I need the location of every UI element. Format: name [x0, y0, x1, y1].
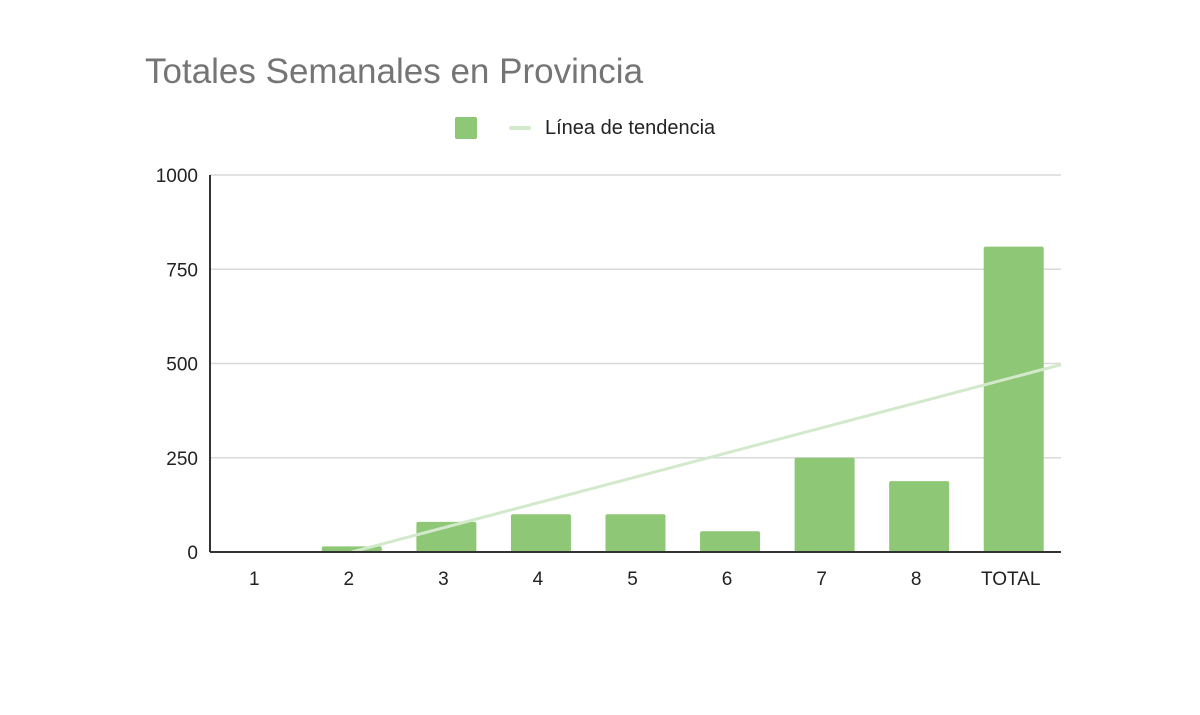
x-tick-label: 8: [911, 569, 922, 590]
legend-bar-swatch: [455, 117, 477, 139]
legend-trendline-swatch: [509, 126, 531, 130]
x-tick-label: 3: [438, 569, 449, 590]
x-tick-label: TOTAL: [981, 569, 1040, 590]
legend: Línea de tendencia: [455, 116, 715, 140]
bar: [605, 514, 666, 552]
x-tick-label: 4: [533, 569, 544, 590]
x-tick-label: 5: [627, 569, 638, 590]
bar: [983, 246, 1044, 552]
x-tick-label: 7: [816, 569, 827, 590]
bar: [416, 521, 477, 552]
bar: [889, 481, 950, 552]
y-tick-label: 0: [187, 543, 198, 564]
chart-title: Totales Semanales en Provincia: [145, 52, 644, 91]
y-tick-label: 250: [166, 449, 198, 470]
x-tick-label: 2: [344, 569, 355, 590]
x-tick-label: 6: [722, 569, 733, 590]
bar: [510, 514, 571, 552]
bar: [794, 457, 855, 552]
trendline: [351, 363, 1062, 554]
y-tick-label: 500: [166, 355, 198, 376]
y-tick-label: 750: [166, 260, 198, 281]
bar: [700, 531, 761, 552]
y-tick-label: 1000: [156, 166, 198, 187]
legend-trendline-label: Línea de tendencia: [545, 116, 716, 139]
x-tick-label: 1: [249, 569, 260, 590]
